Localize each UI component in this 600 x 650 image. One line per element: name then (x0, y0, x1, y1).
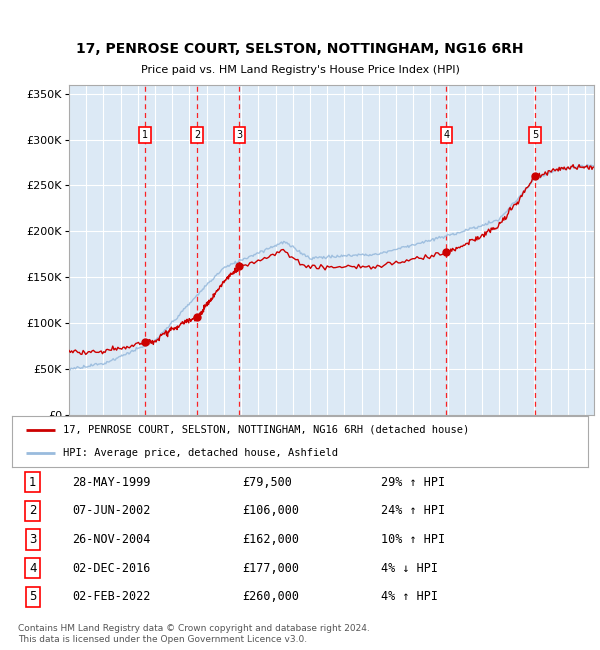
Text: 10% ↑ HPI: 10% ↑ HPI (380, 533, 445, 546)
Text: 5: 5 (29, 590, 37, 603)
Text: £260,000: £260,000 (242, 590, 299, 603)
Text: 02-FEB-2022: 02-FEB-2022 (73, 590, 151, 603)
Text: 28-MAY-1999: 28-MAY-1999 (73, 476, 151, 489)
Text: 17, PENROSE COURT, SELSTON, NOTTINGHAM, NG16 6RH (detached house): 17, PENROSE COURT, SELSTON, NOTTINGHAM, … (62, 424, 469, 435)
Text: 1: 1 (29, 476, 37, 489)
Text: 4: 4 (29, 562, 37, 575)
Text: £177,000: £177,000 (242, 562, 299, 575)
Text: 29% ↑ HPI: 29% ↑ HPI (380, 476, 445, 489)
Text: 2: 2 (194, 130, 200, 140)
Text: 4% ↓ HPI: 4% ↓ HPI (380, 562, 437, 575)
Text: £79,500: £79,500 (242, 476, 292, 489)
Text: 1: 1 (142, 130, 148, 140)
Text: 4% ↑ HPI: 4% ↑ HPI (380, 590, 437, 603)
Text: £106,000: £106,000 (242, 504, 299, 517)
Text: Contains HM Land Registry data © Crown copyright and database right 2024.
This d: Contains HM Land Registry data © Crown c… (18, 624, 370, 644)
Text: 24% ↑ HPI: 24% ↑ HPI (380, 504, 445, 517)
Text: 17, PENROSE COURT, SELSTON, NOTTINGHAM, NG16 6RH: 17, PENROSE COURT, SELSTON, NOTTINGHAM, … (76, 42, 524, 56)
Text: 02-DEC-2016: 02-DEC-2016 (73, 562, 151, 575)
Text: 07-JUN-2002: 07-JUN-2002 (73, 504, 151, 517)
Text: 5: 5 (532, 130, 538, 140)
Text: £162,000: £162,000 (242, 533, 299, 546)
Text: HPI: Average price, detached house, Ashfield: HPI: Average price, detached house, Ashf… (62, 448, 338, 458)
Text: 2: 2 (29, 504, 37, 517)
Text: 26-NOV-2004: 26-NOV-2004 (73, 533, 151, 546)
Text: 4: 4 (443, 130, 449, 140)
Text: 3: 3 (29, 533, 37, 546)
Text: 3: 3 (236, 130, 242, 140)
Text: Price paid vs. HM Land Registry's House Price Index (HPI): Price paid vs. HM Land Registry's House … (140, 65, 460, 75)
